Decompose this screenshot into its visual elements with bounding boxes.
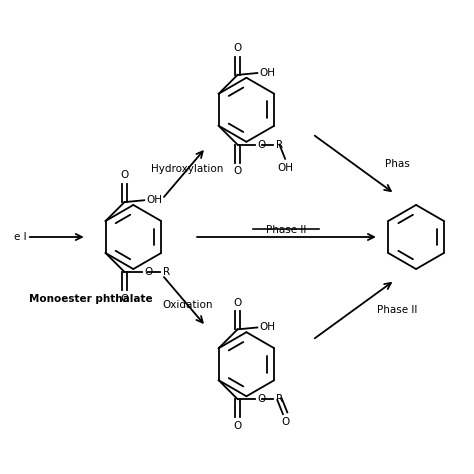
Text: O: O <box>233 298 242 308</box>
Text: e I: e I <box>14 232 27 242</box>
Text: O: O <box>233 166 242 176</box>
Text: O: O <box>257 140 265 150</box>
Text: OH: OH <box>260 322 276 332</box>
Text: Oxidation: Oxidation <box>162 301 213 310</box>
Text: Hydroxylation: Hydroxylation <box>151 164 224 173</box>
Text: R: R <box>163 267 170 277</box>
Text: Phase II: Phase II <box>266 225 307 235</box>
Text: Monoester phthalate: Monoester phthalate <box>29 294 153 304</box>
Text: O: O <box>233 421 242 431</box>
Text: OH: OH <box>260 68 276 78</box>
Text: OH: OH <box>277 163 293 173</box>
Text: O: O <box>144 267 153 277</box>
Text: O: O <box>281 417 289 427</box>
Text: R: R <box>276 140 283 150</box>
Text: O: O <box>233 43 242 53</box>
Text: OH: OH <box>146 195 163 205</box>
Text: O: O <box>120 293 128 303</box>
Text: R: R <box>276 394 283 404</box>
Text: Phas: Phas <box>385 159 410 169</box>
Text: O: O <box>120 171 128 181</box>
Text: Phase II: Phase II <box>377 305 418 315</box>
Text: O: O <box>257 394 265 404</box>
